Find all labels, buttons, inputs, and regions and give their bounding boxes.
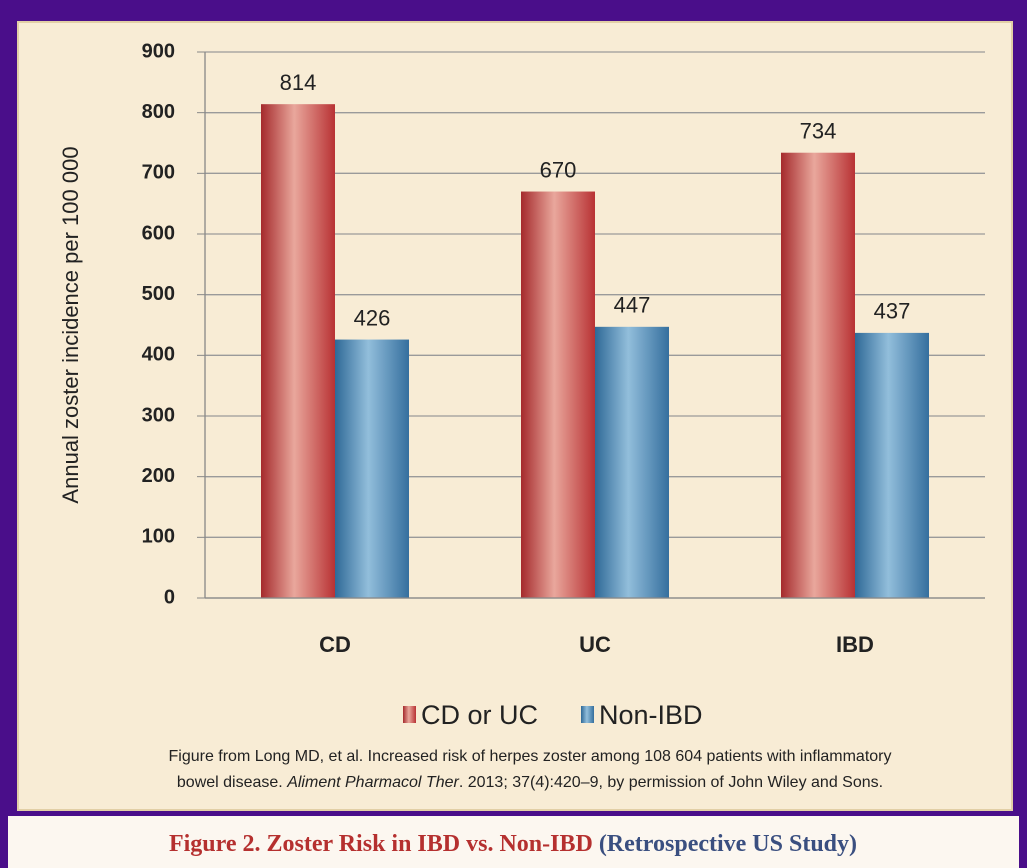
bar [781, 152, 855, 598]
data-label: 437 [874, 299, 911, 324]
y-tick-label: 600 [142, 222, 175, 244]
caption: Figure 2. Zoster Risk in IBD vs. Non-IBD… [169, 831, 857, 857]
legend-swatch [403, 706, 416, 723]
caption-strip [8, 816, 1019, 868]
caption-main: Figure 2. Zoster Risk in IBD vs. Non-IBD [169, 831, 593, 857]
legend-swatch [581, 706, 594, 723]
source-line: Figure from Long MD, et al. Increased ri… [168, 748, 891, 765]
source-text: . 2013; 37(4):420–9, by permission of Jo… [459, 774, 883, 791]
bar [335, 339, 409, 598]
source-line: bowel disease. Aliment Pharmacol Ther. 2… [177, 774, 883, 791]
bar [261, 104, 335, 598]
source-text: bowel disease. [177, 774, 283, 791]
x-tick-label: IBD [836, 632, 874, 657]
data-label: 447 [614, 293, 651, 318]
y-tick-label: 700 [142, 162, 175, 184]
y-tick-label: 900 [142, 40, 175, 62]
x-tick-label: UC [579, 632, 611, 657]
journal: Aliment Pharmacol Ther [286, 774, 459, 791]
y-tick-label: 400 [142, 344, 175, 366]
bar [855, 332, 929, 598]
y-tick-label: 300 [142, 404, 175, 426]
legend-label: CD or UC [421, 700, 538, 730]
y-tick-label: 0 [164, 586, 175, 608]
bar [595, 326, 669, 598]
data-label: 426 [354, 305, 391, 330]
bar [521, 191, 595, 599]
data-label: 734 [800, 119, 837, 144]
y-tick-label: 500 [142, 283, 175, 305]
data-label: 670 [540, 157, 577, 182]
y-tick-label: 800 [142, 101, 175, 123]
caption-study: (Retrospective US Study) [599, 831, 857, 857]
y-axis-label: Annual zoster incidence per 100 000 [58, 146, 83, 503]
y-tick-label: 100 [142, 526, 175, 548]
y-tick-label: 200 [142, 465, 175, 487]
legend-label: Non-IBD [599, 700, 703, 730]
data-label: 814 [280, 70, 317, 95]
x-tick-label: CD [319, 632, 351, 657]
